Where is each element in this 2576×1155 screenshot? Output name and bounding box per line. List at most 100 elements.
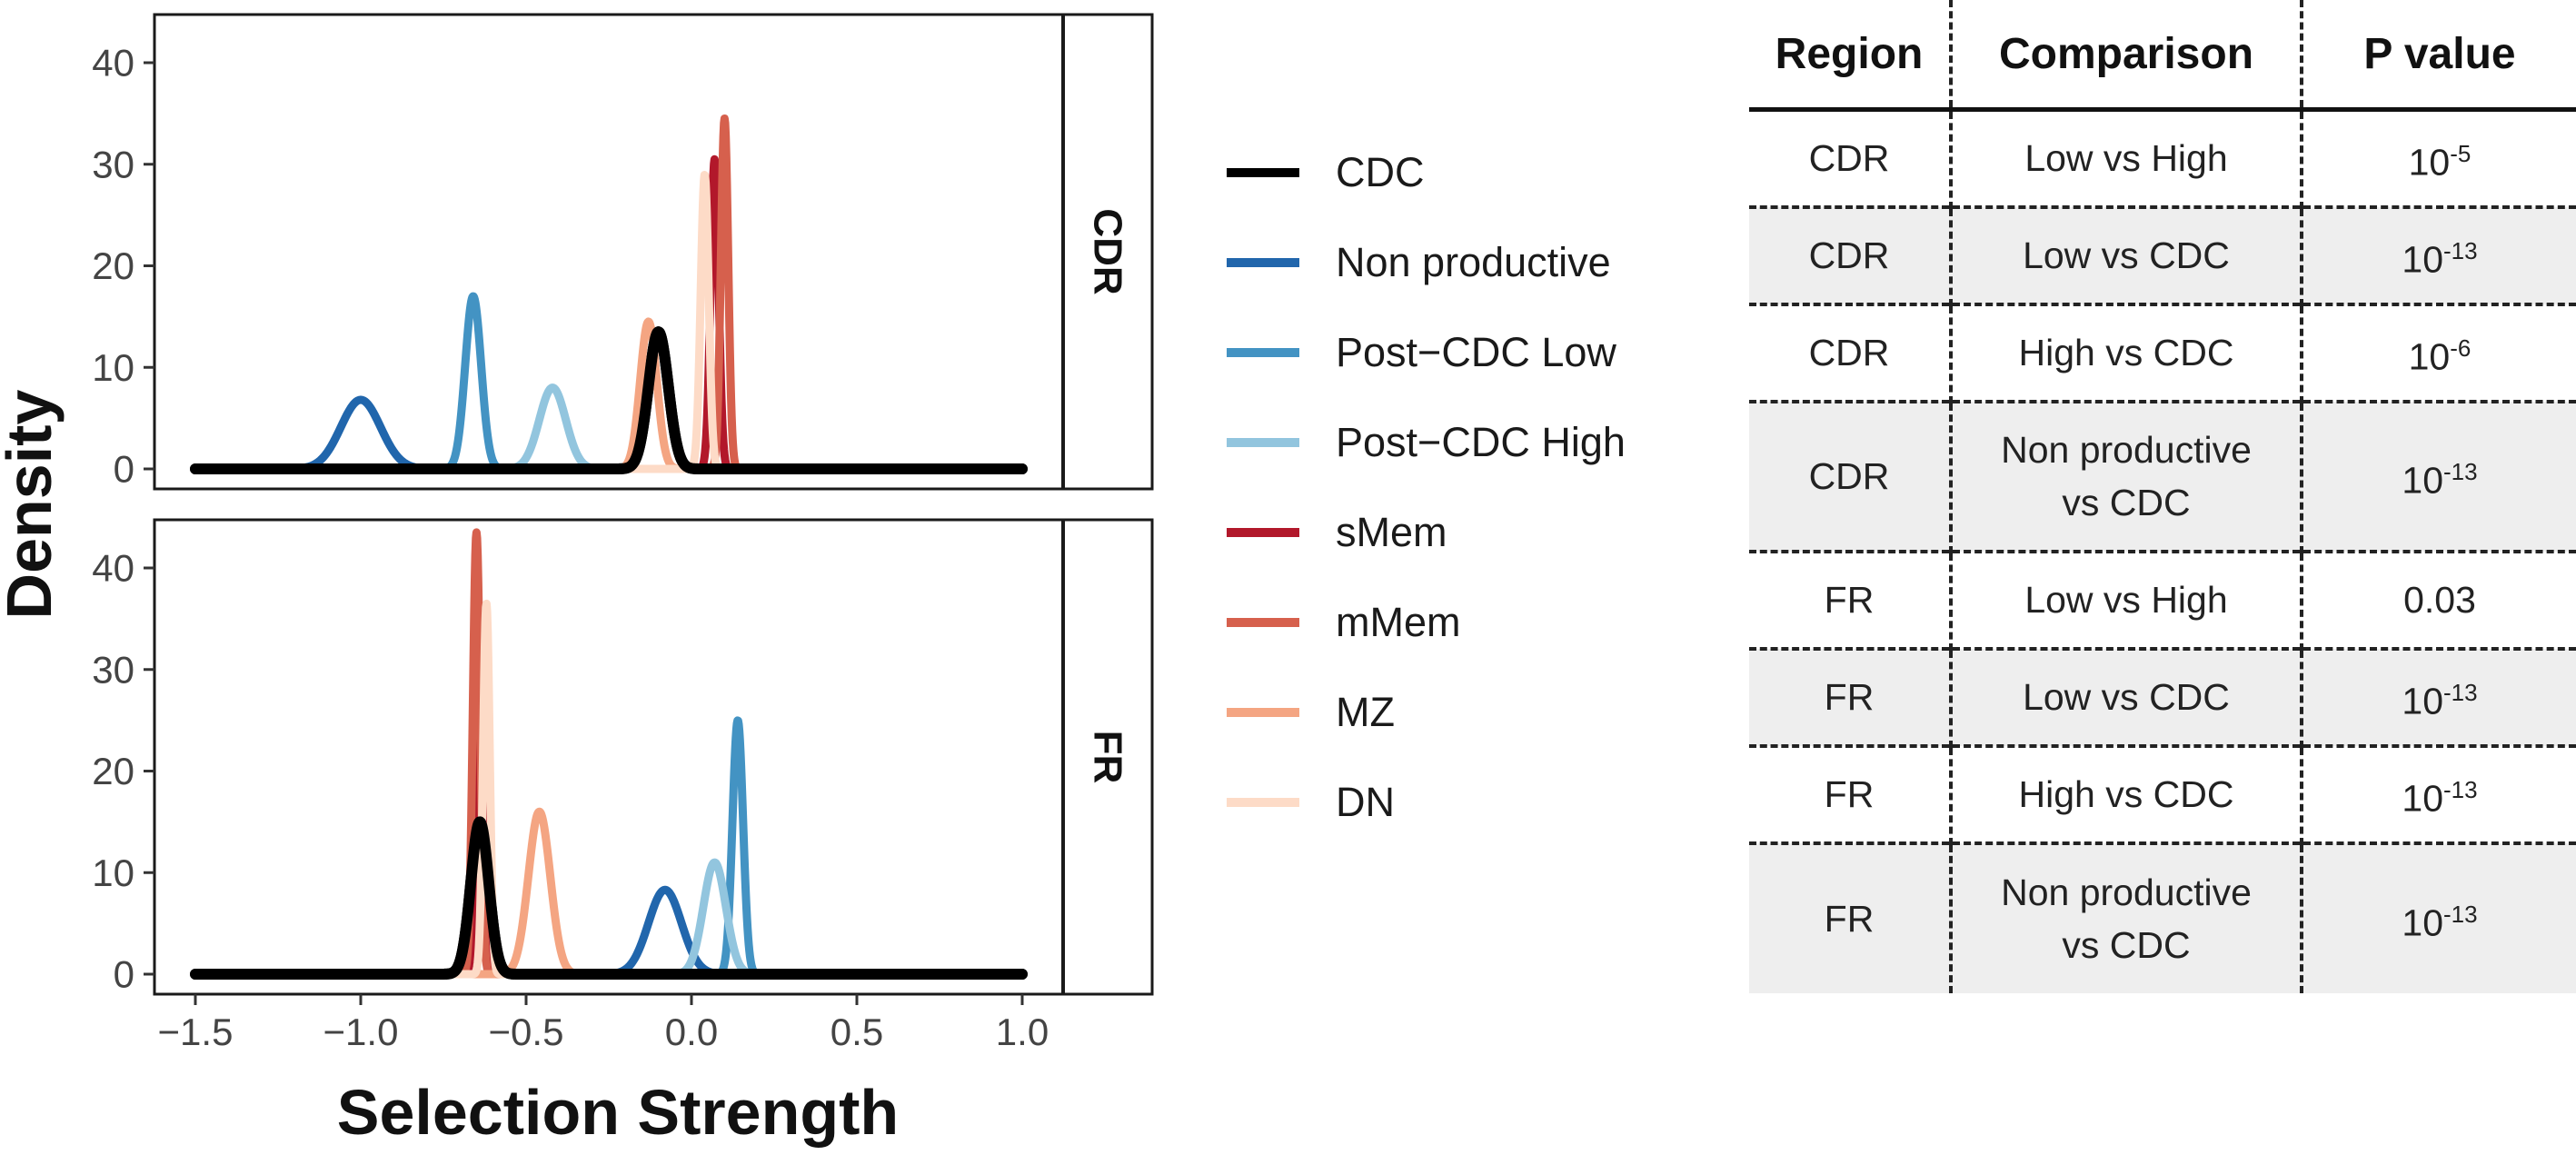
legend-item-post-cdc-low: Post−CDC Low xyxy=(1227,307,1626,397)
cell-region: FR xyxy=(1749,549,1951,649)
density-curve-smem-fr xyxy=(191,665,1027,979)
p-value-exponent: -13 xyxy=(2443,679,2478,707)
table-row: CDR Low vs High 10-5 xyxy=(1749,109,2576,207)
density-curve-non-productive-fr xyxy=(191,885,1027,979)
density-curve-cdc-fr xyxy=(190,816,1028,980)
x-tick-label: −1.0 xyxy=(323,1011,399,1053)
legend-label: mMem xyxy=(1336,598,1461,645)
x-axis-title: Selection Strength xyxy=(337,1077,899,1148)
cell-p-value: 10-5 xyxy=(2300,109,2576,207)
legend-swatch xyxy=(1227,347,1299,357)
cell-region: FR xyxy=(1749,646,1951,746)
p-value-exponent: -13 xyxy=(2443,776,2478,804)
density-curve-smem-cdr xyxy=(191,154,1027,473)
legend-label: CDC xyxy=(1336,148,1425,195)
table-row: FR Non productive vs CDC 10-13 xyxy=(1749,841,2576,993)
legend-swatch xyxy=(1227,437,1299,447)
cell-p-value: 10-6 xyxy=(2300,302,2576,402)
table-row: CDR Non productive vs CDC 10-13 xyxy=(1749,399,2576,552)
cell-p-value: 0.03 xyxy=(2300,549,2576,649)
y-tick-label: 20 xyxy=(92,750,134,792)
cell-region: CDR xyxy=(1808,137,1890,180)
legend-item-post-cdc-high: Post−CDC High xyxy=(1227,397,1626,487)
table-row: CDR High vs CDC 10-6 xyxy=(1749,302,2576,402)
legend-label: Post−CDC Low xyxy=(1336,328,1616,375)
p-value-exponent: -5 xyxy=(2450,140,2472,168)
cell-comparison: Non productive vs CDC xyxy=(1949,399,2302,552)
table-row: FR Low vs CDC 10-13 xyxy=(1749,646,2576,746)
chart-legend: CDC Non productive Post−CDC Low Post−CDC Hi… xyxy=(1227,127,1626,847)
p-value-exponent: -13 xyxy=(2443,901,2478,929)
y-tick-label: 20 xyxy=(92,244,134,287)
legend-label: DN xyxy=(1336,778,1395,825)
cell-comparison: High vs CDC xyxy=(1949,302,2302,402)
legend-swatch xyxy=(1227,617,1299,627)
legend-item-smem: sMem xyxy=(1227,487,1626,577)
x-tick-label: 1.0 xyxy=(996,1011,1049,1053)
cell-p-value: 10-13 xyxy=(2300,743,2576,843)
cell-p-value: 10-13 xyxy=(2300,399,2576,552)
cell-p-value: 10-13 xyxy=(2300,204,2576,304)
panel-frame xyxy=(153,518,1154,996)
table-row: CDR Low vs CDC 10-13 xyxy=(1749,204,2576,304)
density-chart: CDR 0 10 20 30 40 FR 0 10 20 30 40 −1.5 −1.0 −0.5 0.0 0.… xyxy=(0,13,1154,1148)
y-tick-label: 40 xyxy=(92,42,134,85)
density-curve-post-cdc-high-fr xyxy=(191,858,1027,979)
density-curve-mmem-fr xyxy=(191,528,1027,979)
panel-strip-label: FR xyxy=(1086,731,1130,784)
legend-item-cdc: CDC xyxy=(1227,127,1626,217)
density-curve-post-cdc-low-cdr xyxy=(191,292,1027,473)
density-curve-cdc-top-cdr xyxy=(190,326,1028,474)
panel-frame xyxy=(153,13,1154,491)
density-curve-mmem-cdr xyxy=(191,114,1027,473)
p-value-exponent: -6 xyxy=(2450,334,2472,363)
legend-swatch xyxy=(1227,527,1299,537)
legend-item-non-productive: Non productive xyxy=(1227,217,1626,307)
panel-cdr: CDR 0 10 20 30 40 xyxy=(92,13,1154,491)
header-region: Region xyxy=(1749,0,1951,112)
legend-swatch xyxy=(1227,707,1299,717)
cell-p-value: 10-13 xyxy=(2300,646,2576,746)
y-tick-label: 10 xyxy=(92,851,134,894)
cell-region: CDR xyxy=(1749,399,1951,552)
legend-label: sMem xyxy=(1336,508,1447,555)
y-tick-label: 10 xyxy=(92,346,134,389)
legend-swatch xyxy=(1227,167,1299,177)
density-curve-dn-cdr xyxy=(191,171,1027,473)
y-tick-label: 30 xyxy=(92,143,134,185)
density-curve-mz-cdr xyxy=(191,317,1027,473)
x-tick-label: −1.5 xyxy=(158,1011,234,1053)
cell-region: FR xyxy=(1749,743,1951,843)
legend-swatch xyxy=(1227,797,1299,807)
table-header-row: Region Comparison P value xyxy=(1749,0,2576,112)
header-comparison: Comparison xyxy=(1949,0,2302,112)
p-value-exponent: -13 xyxy=(2443,237,2478,265)
y-tick-label: 40 xyxy=(92,547,134,590)
density-curve-post-cdc-low-fr xyxy=(191,716,1027,979)
legend-item-mmem: mMem xyxy=(1227,577,1626,667)
x-tick-label: 0.5 xyxy=(830,1011,883,1053)
legend-label: Non productive xyxy=(1336,238,1611,285)
cell-p-value: 10-13 xyxy=(2300,841,2576,993)
cell-comparison: Low vs High xyxy=(1949,549,2302,649)
y-tick-label: 0 xyxy=(114,448,134,491)
cell-comparison: Low vs High xyxy=(1949,109,2302,207)
cell-region: CDR xyxy=(1749,302,1951,402)
panel-fr: FR 0 10 20 30 40 xyxy=(92,518,1154,996)
cell-comparison: Non productive vs CDC xyxy=(1949,841,2302,993)
legend-label: MZ xyxy=(1336,688,1395,735)
cell-region: CDR xyxy=(1749,204,1951,304)
cell-comparison: Low vs CDC xyxy=(1949,646,2302,746)
cell-comparison: High vs CDC xyxy=(1949,743,2302,843)
x-tick-label: −0.5 xyxy=(489,1011,564,1053)
density-curve-cdc-cdr xyxy=(190,326,1028,474)
y-tick-label: 30 xyxy=(92,648,134,691)
x-tick-label: 0.0 xyxy=(665,1011,718,1053)
legend-swatch xyxy=(1227,257,1299,267)
cell-region: FR xyxy=(1749,841,1951,993)
table-row: FR High vs CDC 10-13 xyxy=(1749,743,2576,843)
table-row: FR Low vs High 0.03 xyxy=(1749,549,2576,649)
legend-item-mz: MZ xyxy=(1227,667,1626,757)
cell-comparison: Low vs CDC xyxy=(1949,204,2302,304)
p-value-exponent: -13 xyxy=(2443,458,2478,486)
